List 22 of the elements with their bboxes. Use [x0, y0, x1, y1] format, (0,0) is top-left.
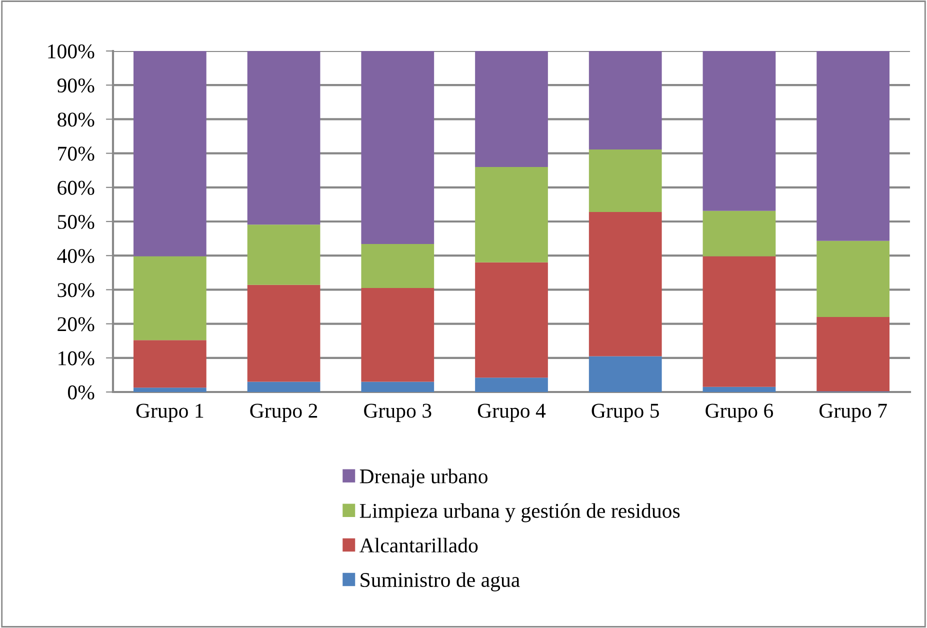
legend-label: Limpieza urbana y gestión de residuos	[360, 503, 680, 522]
legend-label: Suministro de agua	[360, 572, 520, 592]
legend-label: Drenaje urbano	[360, 468, 488, 488]
y-tick-label: 30%	[58, 283, 94, 298]
legend-label: Alcantarillado	[359, 538, 478, 553]
x-tick-label: Grupo 5	[592, 404, 659, 422]
y-tick-label: 0%	[68, 385, 94, 400]
y-tick-label: 50%	[58, 214, 94, 229]
y-tick-label: 20%	[58, 317, 94, 332]
x-tick-label: Grupo 7	[820, 404, 887, 422]
x-tick-label: Grupo 1	[136, 404, 204, 422]
y-tick-label: 70%	[58, 146, 94, 161]
x-tick-label: Grupo 6	[706, 404, 774, 422]
x-tick-label: Grupo 2	[250, 404, 318, 422]
y-tick-label: 40%	[57, 248, 94, 264]
x-tick-label: Grupo 4	[478, 404, 546, 422]
y-tick-label: 90%	[57, 78, 94, 93]
y-tick-label: 60%	[58, 180, 94, 195]
y-tick-label: 100%	[48, 44, 94, 58]
x-tick-label: Grupo 3	[364, 404, 432, 422]
y-tick-label: 80%	[58, 112, 94, 127]
y-tick-label: 10%	[58, 351, 94, 366]
